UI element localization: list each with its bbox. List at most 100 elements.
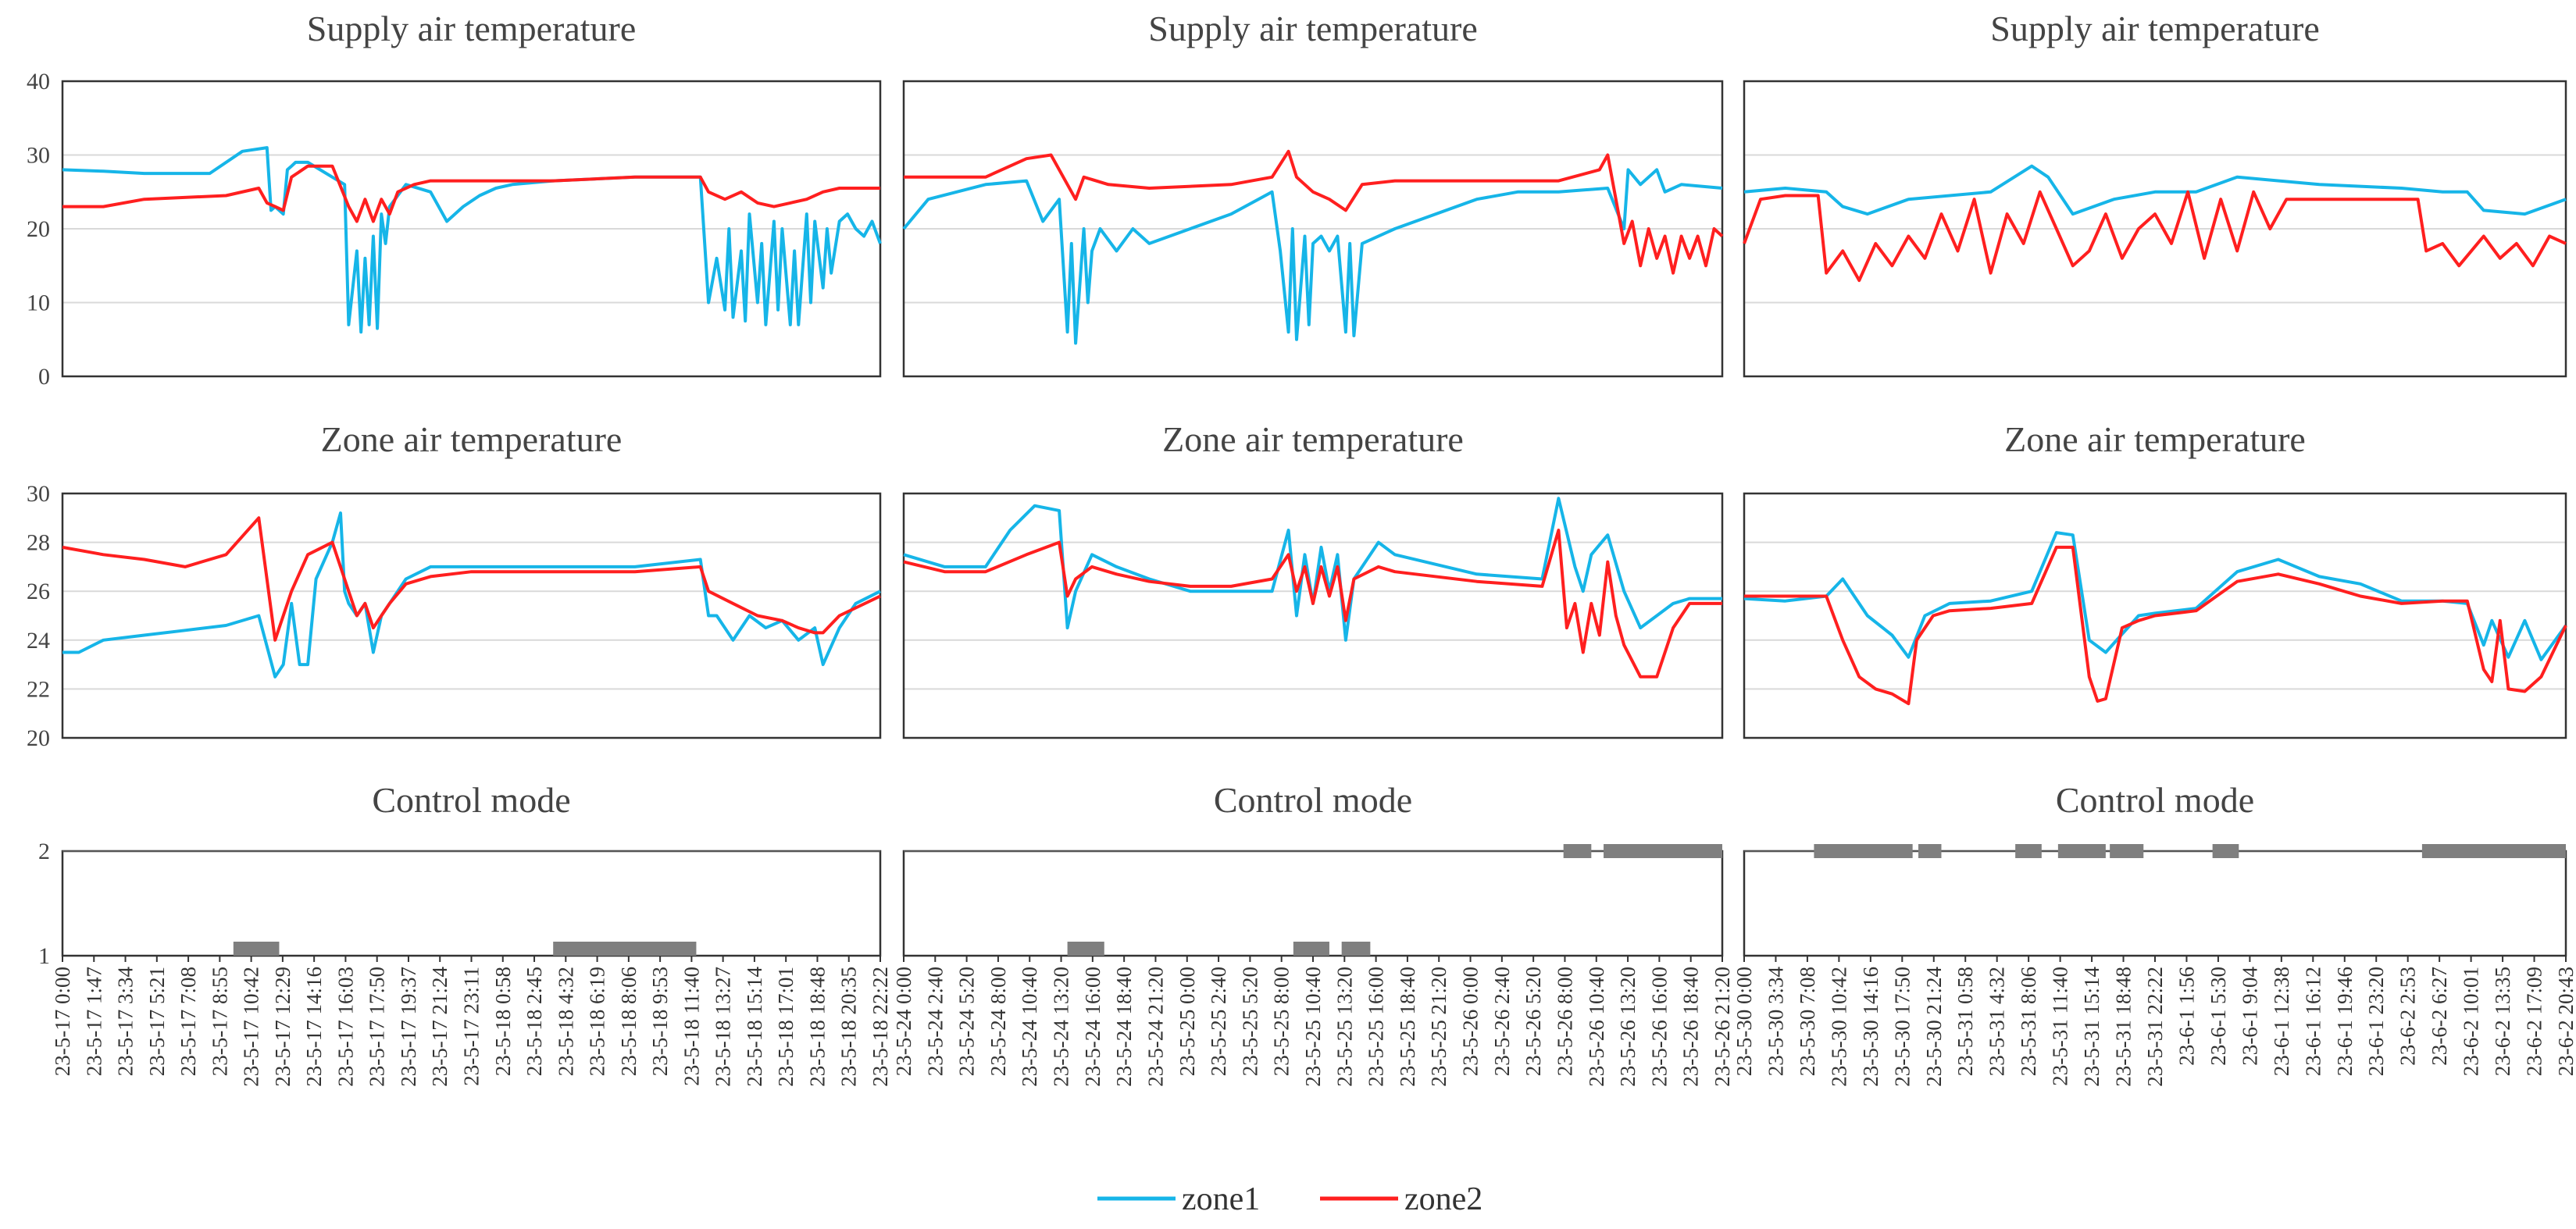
x-tick-label: 23-6-2 2:53 xyxy=(2396,967,2420,1066)
mode-segment xyxy=(1293,942,1329,956)
x-tick-label: 23-5-24 18:40 xyxy=(1112,967,1136,1087)
series-line-zone1 xyxy=(62,146,882,334)
panel-title: Control mode xyxy=(2056,780,2254,820)
x-tick-label: 23-5-25 8:00 xyxy=(1270,967,1293,1076)
plot-frame xyxy=(1743,492,2567,739)
x-tick-label: 23-5-17 14:16 xyxy=(302,967,326,1087)
x-tick-label: 23-5-30 0:00 xyxy=(1732,967,1756,1076)
x-tick-label: 23-5-26 13:20 xyxy=(1616,967,1639,1087)
x-tick-label: 23-5-30 10:42 xyxy=(1827,967,1850,1087)
x-tick-label: 23-5-24 16:00 xyxy=(1081,967,1104,1087)
panel-zone-2: Zone air temperature xyxy=(902,419,1724,739)
x-tick-label: 23-5-24 2:40 xyxy=(923,967,947,1076)
x-tick-label: 23-6-2 20:43 xyxy=(2554,967,2576,1076)
x-tick-label: 23-5-31 18:48 xyxy=(2112,967,2135,1087)
series-line-zone1 xyxy=(1743,164,2567,216)
x-tick-label: 23-5-17 21:24 xyxy=(428,967,451,1087)
x-tick-label: 23-5-24 13:20 xyxy=(1050,967,1073,1087)
y-tick-label: 30 xyxy=(27,143,50,169)
plot-frame xyxy=(902,492,1724,739)
x-tick-label: 23-6-2 6:27 xyxy=(2428,967,2451,1066)
panel-mode-1: Control mode 1 2 23-5-17 0:00 23-5-17 1:47 23… xyxy=(38,780,892,1087)
x-tick-label: 23-5-17 16:03 xyxy=(334,967,357,1087)
x-tick-label: 23-5-18 13:27 xyxy=(712,967,735,1087)
x-tick-label: 23-5-25 5:20 xyxy=(1238,967,1261,1076)
series-line-zone2 xyxy=(903,529,1722,679)
series-line-zone1 xyxy=(903,497,1722,642)
x-tick-label: 23-5-25 13:20 xyxy=(1333,967,1356,1087)
mode-segment xyxy=(1067,942,1104,956)
x-tick-label: 23-5-30 7:08 xyxy=(1796,967,1819,1076)
mode-segment xyxy=(1814,844,1913,858)
mode-segment xyxy=(553,942,697,956)
x-tick-label: 23-5-18 11:40 xyxy=(680,967,703,1086)
legend-label-zone1: zone1 xyxy=(1182,1181,1260,1217)
x-tick-label: 23-6-1 16:12 xyxy=(2301,967,2324,1076)
plot-frame xyxy=(61,492,882,739)
x-tick-label: 23-6-2 10:01 xyxy=(2460,967,2483,1076)
x-tick-label: 23-5-18 6:19 xyxy=(586,967,609,1076)
x-tick-label: 23-5-17 1:47 xyxy=(82,967,105,1076)
x-tick-label: 23-5-17 3:34 xyxy=(114,967,137,1077)
legend: zone1 zone2 xyxy=(1097,1181,1482,1217)
x-tick-label: 23-5-17 5:21 xyxy=(145,967,169,1076)
x-tick-label: 23-5-25 0:00 xyxy=(1176,967,1199,1076)
mode-segment xyxy=(1918,844,1942,858)
x-tick-label: 23-5-26 16:00 xyxy=(1647,967,1671,1087)
x-tick-label: 23-5-31 15:14 xyxy=(2080,967,2103,1087)
series-line-zone1 xyxy=(62,511,881,679)
series-line-zone1 xyxy=(902,168,1723,345)
plot-frame xyxy=(61,80,882,378)
x-tick-label: 23-5-17 10:42 xyxy=(240,967,263,1087)
panel-mode-2: Control mode 23-5-24 0:00 23-5-24 2:40 23-5… xyxy=(892,780,1734,1087)
x-tick-label: 23-5-18 20:35 xyxy=(837,967,861,1087)
mode-segment xyxy=(1604,844,1722,858)
y-tick-label: 30 xyxy=(27,481,50,507)
y-tick-label: 40 xyxy=(27,69,50,94)
panel-zone-3: Zone air temperature xyxy=(1743,419,2567,739)
mode-segment xyxy=(2421,844,2566,858)
x-tick-label: 23-6-1 19:46 xyxy=(2333,967,2357,1076)
x-tick-label: 23-5-26 2:40 xyxy=(1490,967,1514,1076)
x-tick-label: 23-5-25 21:20 xyxy=(1427,967,1450,1087)
mode-segment xyxy=(2015,844,2042,858)
x-tick-label: 23-5-17 8:55 xyxy=(208,967,231,1076)
legend-label-zone2: zone2 xyxy=(1404,1181,1482,1217)
x-tick-label: 23-5-26 8:00 xyxy=(1553,967,1576,1076)
panel-title: Supply air temperature xyxy=(307,9,637,48)
x-tick-label: 23-5-26 18:40 xyxy=(1679,967,1703,1087)
mode-segment xyxy=(233,942,280,956)
plot-frame xyxy=(1743,850,2567,957)
y-tick-label: 1 xyxy=(38,943,50,969)
x-tick-label: 23-6-1 9:04 xyxy=(2238,967,2261,1066)
panel-supply-2: Supply air temperature xyxy=(902,9,1724,378)
mode-segment xyxy=(2212,844,2239,858)
y-tick-label: 20 xyxy=(27,216,50,242)
y-tick-label: 24 xyxy=(27,628,50,654)
x-tick-label: 23-6-1 1:56 xyxy=(2175,967,2198,1066)
x-tick-label: 23-5-18 15:14 xyxy=(743,967,766,1087)
x-tick-label: 23-5-17 7:08 xyxy=(177,967,200,1076)
panel-supply-1: Supply air temperature 0 10 20 30 40 xyxy=(27,9,882,390)
series-line-zone2 xyxy=(1744,545,2567,706)
x-tick-label: 23-5-26 5:20 xyxy=(1522,967,1545,1076)
x-tick-label: 23-5-31 22:22 xyxy=(2143,967,2167,1087)
x-tick-label: 23-5-25 16:00 xyxy=(1365,967,1388,1087)
y-tick-label: 20 xyxy=(27,725,50,751)
x-tick-label: 23-6-1 23:20 xyxy=(2364,967,2388,1076)
x-tick-label: 23-5-30 14:16 xyxy=(1859,967,1882,1087)
x-tick-label: 23-5-31 0:58 xyxy=(1953,967,1977,1076)
x-tick-label: 23-5-18 2:45 xyxy=(523,967,546,1076)
mode-segment xyxy=(1341,942,1371,956)
y-tick-label: 26 xyxy=(27,579,50,604)
y-tick-label: 0 xyxy=(38,364,50,390)
mode-segment xyxy=(1563,844,1592,858)
x-tick-label: 23-5-17 17:50 xyxy=(366,967,389,1087)
panel-title: Supply air temperature xyxy=(1990,9,2320,48)
x-tick-label: 23-5-18 8:06 xyxy=(617,967,640,1076)
x-tick-label: 23-5-18 17:01 xyxy=(774,967,797,1087)
x-tick-label: 23-5-26 0:00 xyxy=(1459,967,1482,1076)
x-tick-label: 23-5-17 12:29 xyxy=(271,967,294,1087)
x-tick-label: 23-5-17 0:00 xyxy=(51,967,74,1076)
plot-frame xyxy=(1743,80,2567,378)
